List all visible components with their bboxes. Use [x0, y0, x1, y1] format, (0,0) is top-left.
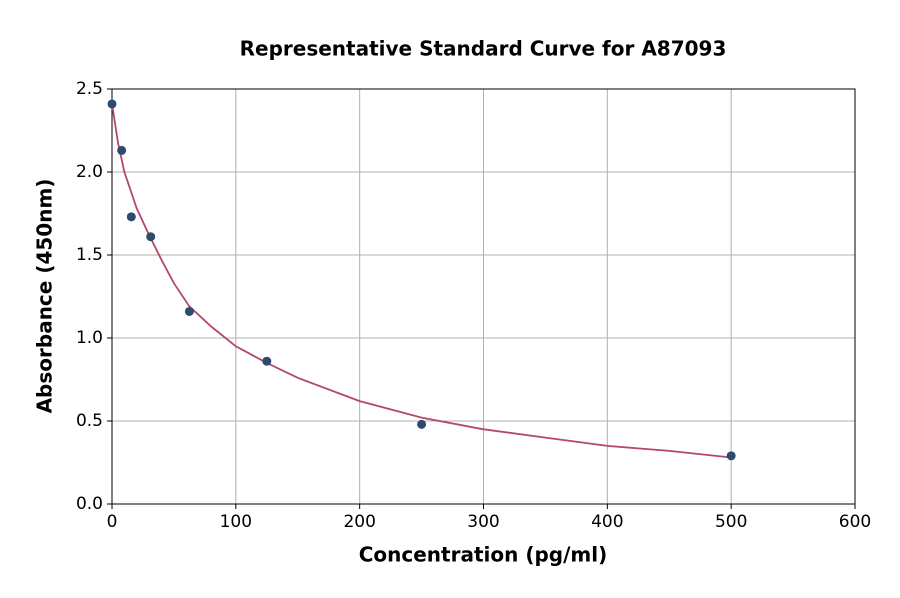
data-point: [107, 99, 117, 109]
x-tick-label: 300: [467, 512, 499, 532]
y-tick-label: 2.0: [76, 162, 103, 182]
y-tick-label: 2.5: [76, 79, 103, 99]
plot-frame: [111, 88, 856, 505]
data-point: [726, 451, 736, 461]
y-tick-label: 1.0: [76, 328, 103, 348]
x-tick-label: 200: [343, 512, 375, 532]
y-tick-label: 0.0: [76, 494, 103, 514]
y-axis-label: Absorbance (450nm): [33, 179, 57, 414]
data-point: [184, 306, 194, 316]
x-tick-label: 100: [220, 512, 252, 532]
x-tick-label: 400: [591, 512, 623, 532]
x-tick-label: 500: [715, 512, 747, 532]
y-tick-label: 0.5: [76, 411, 103, 431]
chart-title: Representative Standard Curve for A87093: [240, 37, 727, 61]
data-point: [126, 212, 136, 222]
data-point: [117, 145, 127, 155]
x-tick-label: 0: [107, 512, 118, 532]
y-tick-label: 1.5: [76, 245, 103, 265]
data-point: [146, 232, 156, 242]
x-tick-label: 600: [839, 512, 871, 532]
fit-curve: [111, 103, 732, 459]
data-point: [417, 419, 427, 429]
x-axis-label: Concentration (pg/ml): [359, 543, 608, 567]
data-point: [262, 356, 272, 366]
